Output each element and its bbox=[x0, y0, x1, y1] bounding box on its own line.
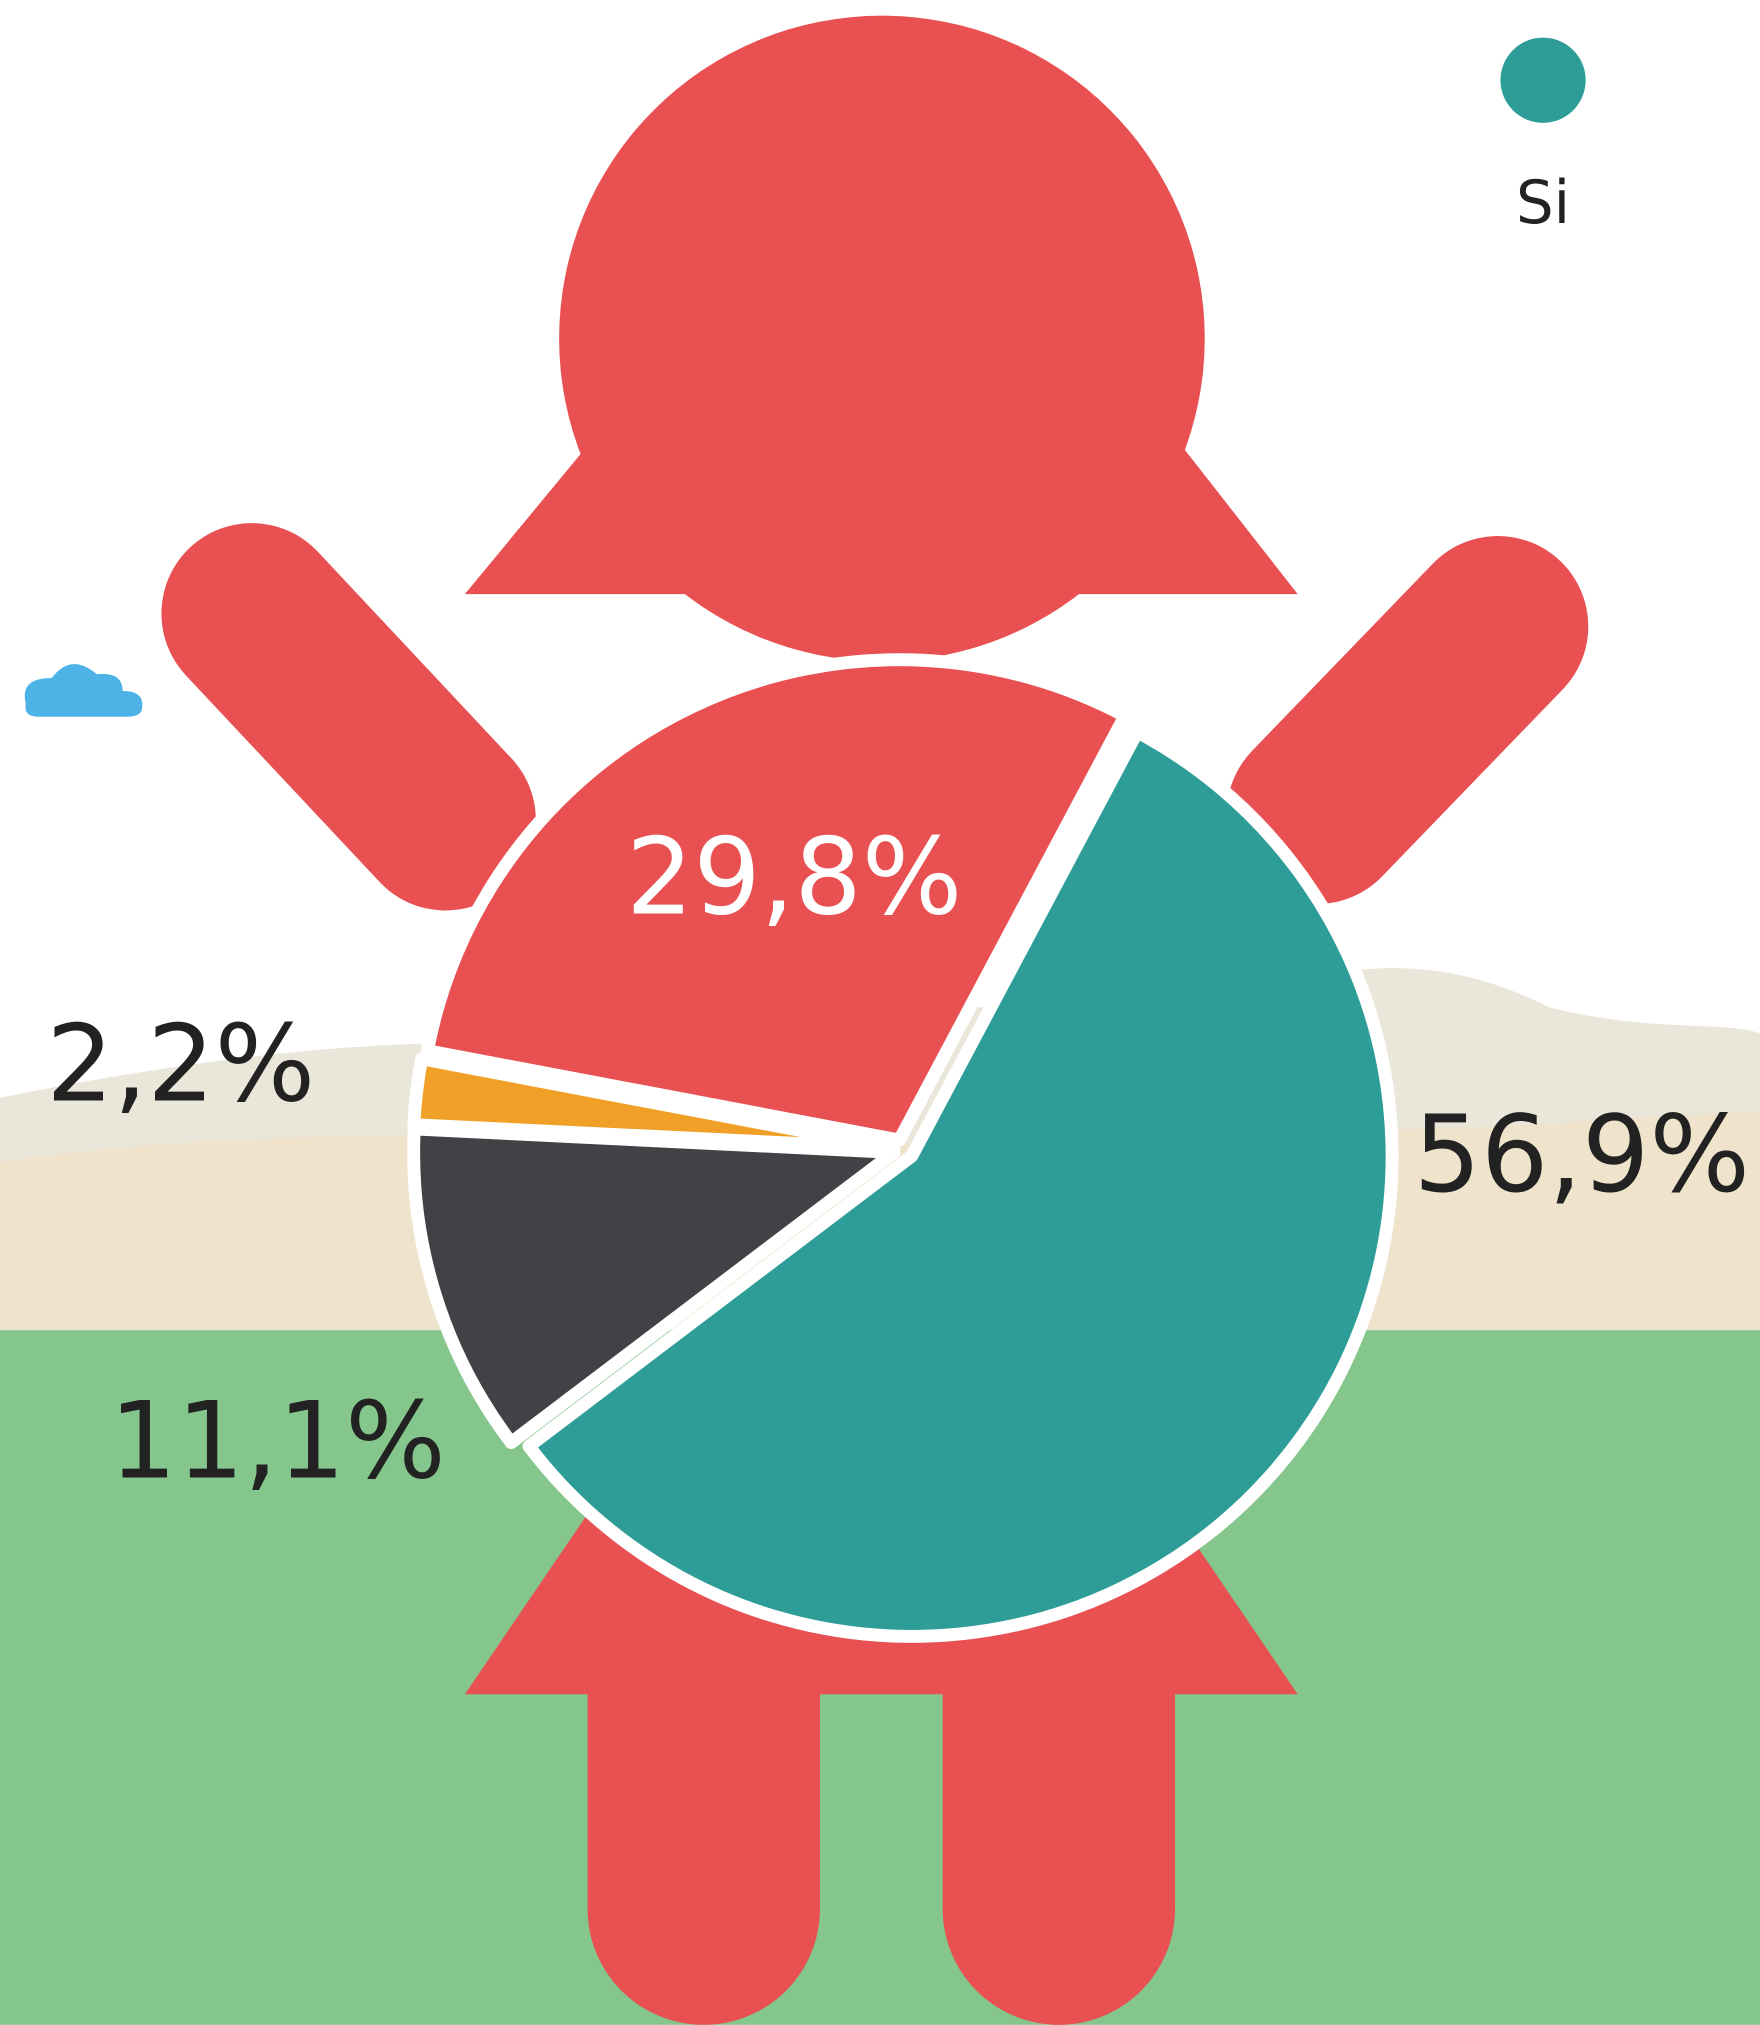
infographic: 56,9% 11,1% 2,2% 29,8% Si bbox=[0, 0, 1760, 2025]
legend-label: Si bbox=[1516, 169, 1570, 238]
value-label: 56,9% bbox=[1414, 1093, 1750, 1216]
value-label: 29,8% bbox=[626, 815, 962, 938]
value-label: 2,2% bbox=[46, 1003, 315, 1126]
value-label: 11,1% bbox=[109, 1380, 445, 1503]
legend-marker bbox=[1500, 38, 1585, 123]
